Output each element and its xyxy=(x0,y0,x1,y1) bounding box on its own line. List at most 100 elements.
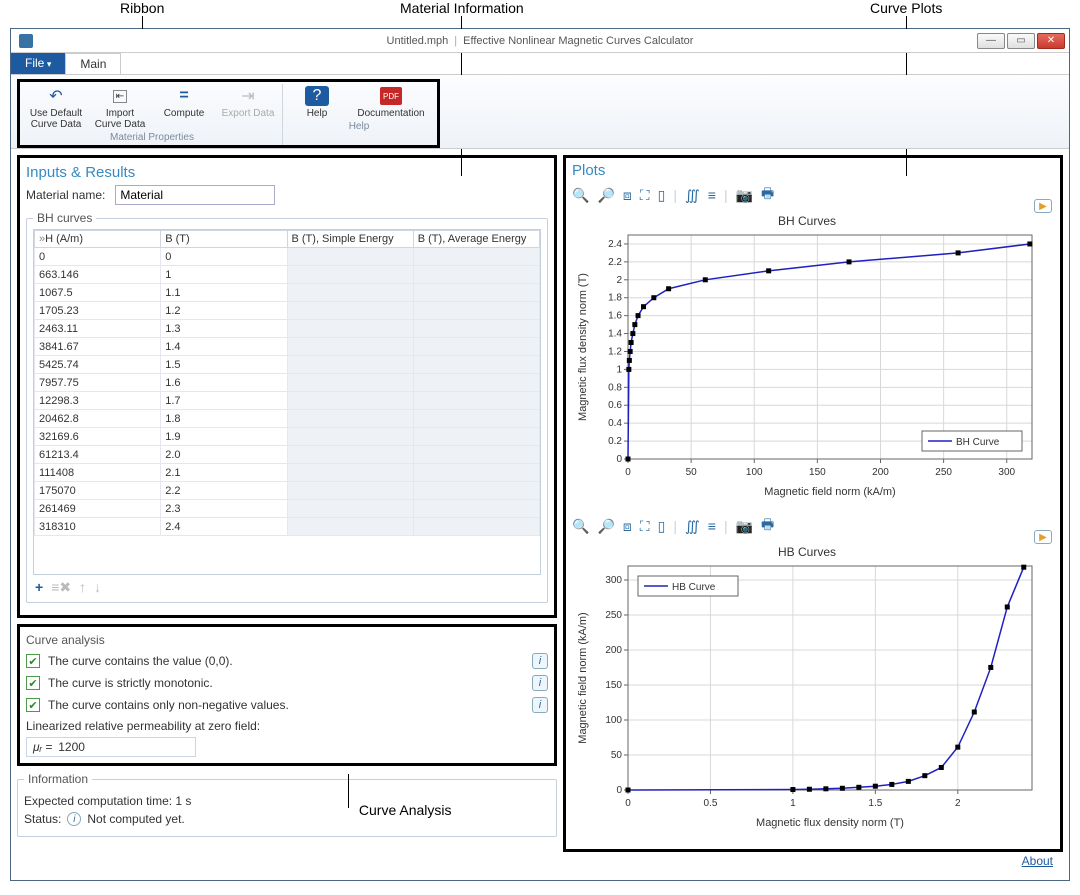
table-row[interactable]: 2614692.3 xyxy=(35,500,540,518)
table-row[interactable]: 5425.741.5 xyxy=(35,356,540,374)
table-row[interactable]: 12298.31.7 xyxy=(35,392,540,410)
grid-x-icon[interactable]: ∭ xyxy=(685,518,700,535)
print-icon[interactable]: 🖶 xyxy=(761,183,774,207)
title-text: Untitled.mph | Effective Nonlinear Magne… xyxy=(387,35,694,47)
svg-text:BH Curve: BH Curve xyxy=(956,437,1000,448)
information-group: Information Expected computation time: 1… xyxy=(17,772,557,837)
undo-icon: ↶ xyxy=(44,86,68,106)
move-down-button[interactable]: ↓ xyxy=(94,579,101,596)
zoom-extents-icon[interactable]: ⛶ xyxy=(640,518,650,535)
use-default-curve-data-button[interactable]: ↶ Use Default Curve Data xyxy=(28,84,84,130)
mu-symbol: μᵣ = xyxy=(33,740,52,754)
add-row-button[interactable]: + xyxy=(35,579,43,596)
table-row[interactable]: 1750702.2 xyxy=(35,482,540,500)
info-button-1[interactable]: i xyxy=(532,653,548,669)
zoom-box-icon[interactable]: ⧈ xyxy=(623,518,632,535)
svg-text:1.5: 1.5 xyxy=(868,798,882,809)
grid-x-icon[interactable]: ∭ xyxy=(685,187,700,204)
material-name-input[interactable] xyxy=(115,185,275,205)
tab-main[interactable]: Main xyxy=(66,53,121,74)
curve-analysis-frame: Curve analysis ✔ The curve contains the … xyxy=(17,624,557,766)
app-logo-icon xyxy=(19,34,33,48)
zoom-extents-icon[interactable]: ⛶ xyxy=(640,187,650,204)
bh-play-button[interactable]: ▶ xyxy=(1034,199,1052,213)
check-icon: ✔ xyxy=(26,654,40,668)
table-row[interactable]: 20462.81.8 xyxy=(35,410,540,428)
remove-row-button[interactable]: ≡✖ xyxy=(51,579,71,596)
ribbon-highlight-frame: ↶ Use Default Curve Data ⇤ Import Curve … xyxy=(17,79,440,148)
grid-y-icon[interactable]: ≡ xyxy=(708,518,716,534)
compute-button[interactable]: = Compute xyxy=(156,84,212,130)
window-controls: — ▭ ✕ xyxy=(977,33,1065,49)
ribbon-body: ↶ Use Default Curve Data ⇤ Import Curve … xyxy=(11,75,1069,149)
table-row[interactable]: 1705.231.2 xyxy=(35,302,540,320)
move-up-button[interactable]: ↑ xyxy=(79,579,86,596)
ribbon-group-label-material: Material Properties xyxy=(110,132,194,143)
zoom-in-icon[interactable]: 🔍 xyxy=(572,518,589,535)
table-row[interactable]: 7957.751.6 xyxy=(35,374,540,392)
minimize-button[interactable]: — xyxy=(977,33,1005,49)
bh-curves-legend: BH curves xyxy=(33,211,96,225)
table-row[interactable]: 1067.51.1 xyxy=(35,284,540,302)
hb-chart: HB Curves00.511.52050100150200250300Magn… xyxy=(572,542,1042,832)
zoom-out-icon[interactable]: 🔎 xyxy=(597,518,614,535)
zoom-in-icon[interactable]: 🔍 xyxy=(572,187,589,204)
close-button[interactable]: ✕ xyxy=(1037,33,1065,49)
table-row[interactable]: 1114082.1 xyxy=(35,464,540,482)
snapshot-icon[interactable]: 📷 xyxy=(736,187,753,204)
svg-text:0: 0 xyxy=(616,785,622,796)
print-icon[interactable]: 🖶 xyxy=(761,514,774,538)
table-row[interactable]: 3183102.4 xyxy=(35,518,540,536)
check-icon: ✔ xyxy=(26,676,40,690)
table-row[interactable]: 61213.42.0 xyxy=(35,446,540,464)
check-nonnegative: ✔ The curve contains only non-negative v… xyxy=(26,697,548,713)
check-icon: ✔ xyxy=(26,698,40,712)
svg-text:50: 50 xyxy=(686,467,698,478)
plots-frame: Plots 🔍 🔎 ⧈ ⛶ ▯ | ∭ ≡ | 📷 🖶 xyxy=(563,155,1063,852)
table-row[interactable]: 2463.111.3 xyxy=(35,320,540,338)
import-curve-data-button[interactable]: ⇤ Import Curve Data xyxy=(92,84,148,130)
about-link[interactable]: About xyxy=(1022,854,1053,868)
table-row[interactable]: 00 xyxy=(35,248,540,266)
help-button[interactable]: ? Help xyxy=(289,84,345,119)
svg-text:0: 0 xyxy=(625,798,631,809)
bh-chart: BH Curves05010015020025030000.20.40.60.8… xyxy=(572,211,1042,501)
bh-table[interactable]: H (A/m)B (T)B (T), Simple EnergyB (T), A… xyxy=(34,230,540,575)
material-info-frame: Inputs & Results Material name: BH curve… xyxy=(17,155,557,618)
table-header: B (T), Average Energy xyxy=(413,231,539,248)
svg-text:2: 2 xyxy=(955,798,961,809)
zoom-out-icon[interactable]: 🔎 xyxy=(597,187,614,204)
hb-plot-box: 🔍 🔎 ⧈ ⛶ ▯ | ∭ ≡ | 📷 🖶 ▶ HB Curves00.511.… xyxy=(572,514,1054,835)
reset-view-icon[interactable]: ▯ xyxy=(658,187,666,204)
svg-text:150: 150 xyxy=(809,467,826,478)
table-row[interactable]: 32169.61.9 xyxy=(35,428,540,446)
mu-value: 1200 xyxy=(58,740,85,754)
table-row[interactable]: 3841.671.4 xyxy=(35,338,540,356)
svg-text:100: 100 xyxy=(605,715,622,726)
grid-y-icon[interactable]: ≡ xyxy=(708,187,716,203)
svg-text:300: 300 xyxy=(998,467,1015,478)
zoom-box-icon[interactable]: ⧈ xyxy=(623,187,632,204)
maximize-button[interactable]: ▭ xyxy=(1007,33,1035,49)
info-button-2[interactable]: i xyxy=(532,675,548,691)
info-button-3[interactable]: i xyxy=(532,697,548,713)
content-area: Inputs & Results Material name: BH curve… xyxy=(11,149,1069,880)
tab-file[interactable]: File xyxy=(11,53,66,74)
documentation-button[interactable]: PDF Documentation xyxy=(353,84,429,119)
status-row: Status: i Not computed yet. Curve Analys… xyxy=(24,812,550,826)
bh-table-wrap: H (A/m)B (T)B (T), Simple EnergyB (T), A… xyxy=(33,229,541,575)
ribbon-group-material: ↶ Use Default Curve Data ⇤ Import Curve … xyxy=(22,84,283,145)
reset-view-icon[interactable]: ▯ xyxy=(658,518,666,535)
svg-text:0.6: 0.6 xyxy=(608,400,622,411)
svg-text:Magnetic field norm (kA/m): Magnetic field norm (kA/m) xyxy=(764,486,895,498)
callouts-bar: Ribbon Material Information Curve Plots xyxy=(0,0,1080,28)
svg-text:300: 300 xyxy=(605,575,622,586)
export-icon: ⇥ xyxy=(236,86,260,106)
table-row[interactable]: 663.1461 xyxy=(35,266,540,284)
table-tools: + ≡✖ ↑ ↓ xyxy=(33,575,541,596)
snapshot-icon[interactable]: 📷 xyxy=(736,518,753,535)
svg-text:0.8: 0.8 xyxy=(608,382,622,393)
hb-play-button[interactable]: ▶ xyxy=(1034,530,1052,544)
compute-icon: = xyxy=(172,86,196,106)
svg-text:2.4: 2.4 xyxy=(608,239,622,250)
